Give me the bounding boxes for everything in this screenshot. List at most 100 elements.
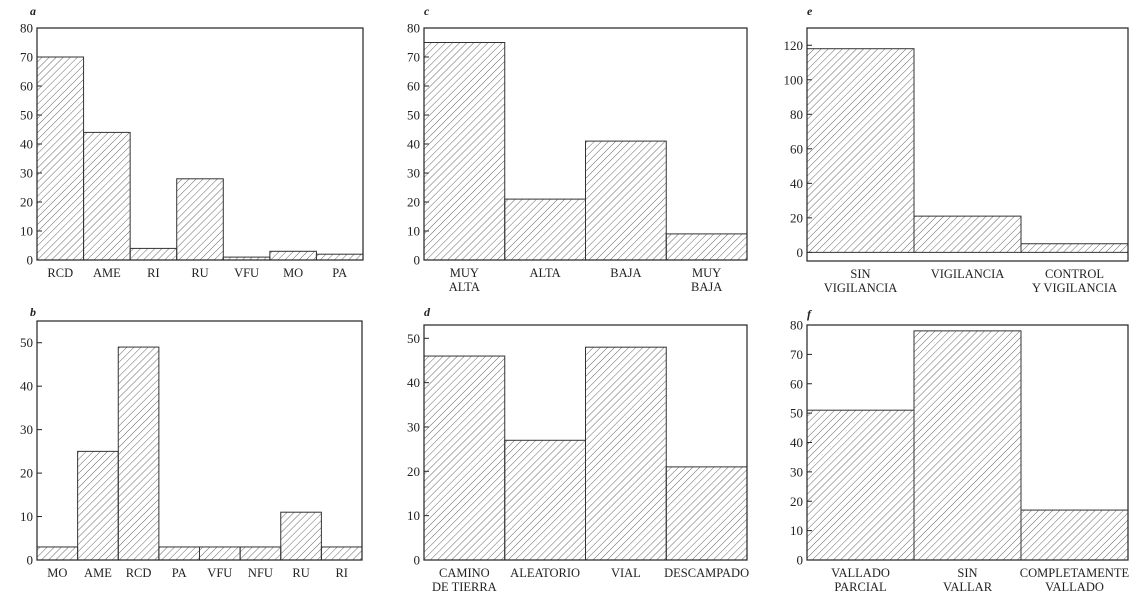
y-tick-label-c-2: 20 (407, 195, 420, 210)
x-tick-label-a-5: MO (283, 266, 303, 280)
bar-c-0 (423, 42, 506, 261)
x-tick-label-d-1: ALEATORIO (510, 566, 580, 580)
bar-e-1 (913, 215, 1022, 253)
panel-letter-d: d (424, 305, 431, 319)
y-tick-label-f-3: 30 (790, 464, 803, 479)
x-tick-label-b-7: RI (335, 566, 348, 580)
y-tick-label-c-1: 10 (407, 224, 420, 239)
bar-f-1 (913, 330, 1022, 561)
y-tick-label-e-6: 120 (784, 38, 804, 53)
bar-a-2 (129, 247, 178, 261)
bar-d-2 (585, 346, 667, 561)
y-tick-label-c-8: 80 (407, 21, 420, 36)
panel-letter-f: f (807, 307, 812, 321)
x-tick-label-b-3: PA (172, 566, 187, 580)
x-tick-label-b-2: RCD (126, 566, 152, 580)
y-tick-label-a-4: 40 (20, 137, 33, 152)
panel-letter-c: c (424, 4, 430, 18)
y-tick-label-f-4: 40 (790, 435, 803, 450)
x-tick-label-c-3: MUY BAJA (691, 266, 722, 294)
y-tick-label-e-5: 100 (784, 72, 804, 87)
y-tick-label-c-3: 30 (407, 166, 420, 181)
y-tick-label-f-6: 60 (790, 376, 803, 391)
y-tick-label-c-0: 0 (414, 253, 421, 268)
x-tick-label-b-1: AME (84, 566, 112, 580)
y-tick-label-c-5: 50 (407, 108, 420, 123)
bar-b-6 (280, 511, 322, 561)
x-tick-label-e-1: VIGILANCIA (931, 267, 1005, 281)
bar-f-0 (806, 409, 915, 561)
chart-panel-a: a 0 10 20 30 40 50 60 70 80 RCD AME RI RU VFU MO PA (20, 4, 364, 280)
y-tick-label-b-2: 20 (20, 466, 33, 481)
y-tick-label-a-5: 50 (20, 108, 33, 123)
x-tick-label-c-2: BAJA (610, 266, 641, 280)
bar-e-0 (806, 48, 915, 253)
y-tick-label-b-5: 50 (20, 335, 33, 350)
x-tick-label-e-2: CONTROL Y VIGILANCIA (1032, 267, 1117, 295)
bar-a-6 (315, 253, 364, 261)
y-tick-label-c-7: 70 (407, 50, 420, 65)
bar-f-2 (1020, 509, 1129, 561)
bar-a-3 (176, 178, 224, 261)
x-tick-label-b-4: VFU (207, 566, 232, 580)
plot-frame-a (36, 27, 364, 261)
bar-b-5 (239, 546, 282, 561)
x-tick-label-a-0: RCD (47, 266, 73, 280)
plot-frame-e (806, 27, 1129, 262)
y-tick-label-f-0: 0 (797, 553, 804, 568)
x-tick-label-a-1: AME (93, 266, 121, 280)
y-tick-label-a-3: 30 (20, 166, 33, 181)
plot-frame-d (423, 324, 748, 561)
y-tick-label-b-0: 0 (27, 553, 34, 568)
plot-frame-c (423, 27, 748, 261)
bar-b-3 (158, 546, 200, 561)
bar-b-1 (77, 450, 119, 561)
x-tick-label-c-0: MUY ALTA (449, 266, 480, 294)
y-tick-label-e-4: 80 (790, 107, 803, 122)
y-tick-label-d-2: 20 (407, 464, 420, 479)
x-tick-label-b-0: MO (47, 566, 67, 580)
y-tick-label-f-8: 80 (790, 318, 803, 333)
y-tick-label-a-7: 70 (20, 50, 33, 65)
bar-c-2 (585, 140, 667, 261)
bar-b-7 (320, 546, 363, 561)
y-tick-label-d-5: 50 (407, 331, 420, 346)
chart-panel-d: d 0 10 20 30 40 50 CAMINO DE TIERRA ALEATORIO VIAL… (407, 305, 749, 594)
y-tick-label-a-2: 20 (20, 195, 33, 210)
x-tick-label-c-1: ALTA (530, 266, 561, 280)
bar-d-0 (423, 355, 506, 561)
chart-panel-f: f 0 10 20 30 40 50 60 70 80 VALLADO PARCIAL SIN VALLA… (790, 307, 1130, 594)
x-tick-label-d-0: CAMINO DE TIERRA (432, 566, 497, 594)
y-tick-label-c-6: 60 (407, 79, 420, 94)
bar-a-5 (269, 250, 317, 261)
y-tick-label-b-4: 40 (20, 379, 33, 394)
y-tick-label-a-8: 80 (20, 21, 33, 36)
chart-panel-e: e 0 20 40 60 80 100 120 SIN VIGILANCIA VIGILANCIA C… (784, 4, 1129, 295)
panel-letter-e: e (807, 4, 813, 18)
x-tick-label-a-2: RI (147, 266, 160, 280)
bar-c-3 (665, 233, 748, 261)
x-tick-label-d-3: DESCAMPADO (664, 566, 749, 580)
bar-b-2 (117, 346, 160, 561)
panel-letter-b: b (30, 305, 36, 319)
y-tick-label-f-7: 70 (790, 347, 803, 362)
y-tick-label-f-1: 10 (790, 523, 803, 538)
bar-d-3 (665, 466, 748, 561)
plot-frame-b (36, 320, 363, 561)
bar-b-0 (36, 546, 79, 561)
y-tick-label-c-4: 40 (407, 137, 420, 152)
y-tick-label-a-0: 0 (27, 253, 34, 268)
bar-a-1 (83, 131, 131, 261)
y-tick-label-a-1: 10 (20, 224, 33, 239)
y-tick-label-e-1: 20 (790, 210, 803, 225)
chart-panel-b: b 0 10 20 30 40 50 MO AME RCD PA VFU NFU RU RI (20, 305, 363, 580)
bar-a-0 (36, 56, 85, 261)
x-tick-label-f-0: VALLADO PARCIAL (831, 566, 890, 594)
y-tick-label-d-1: 10 (407, 508, 420, 523)
y-tick-label-b-3: 30 (20, 422, 33, 437)
y-tick-label-b-1: 10 (20, 509, 33, 524)
y-tick-label-f-2: 20 (790, 494, 803, 509)
y-tick-label-e-3: 60 (790, 141, 803, 156)
y-tick-label-a-6: 60 (20, 79, 33, 94)
y-tick-label-d-4: 40 (407, 375, 420, 390)
